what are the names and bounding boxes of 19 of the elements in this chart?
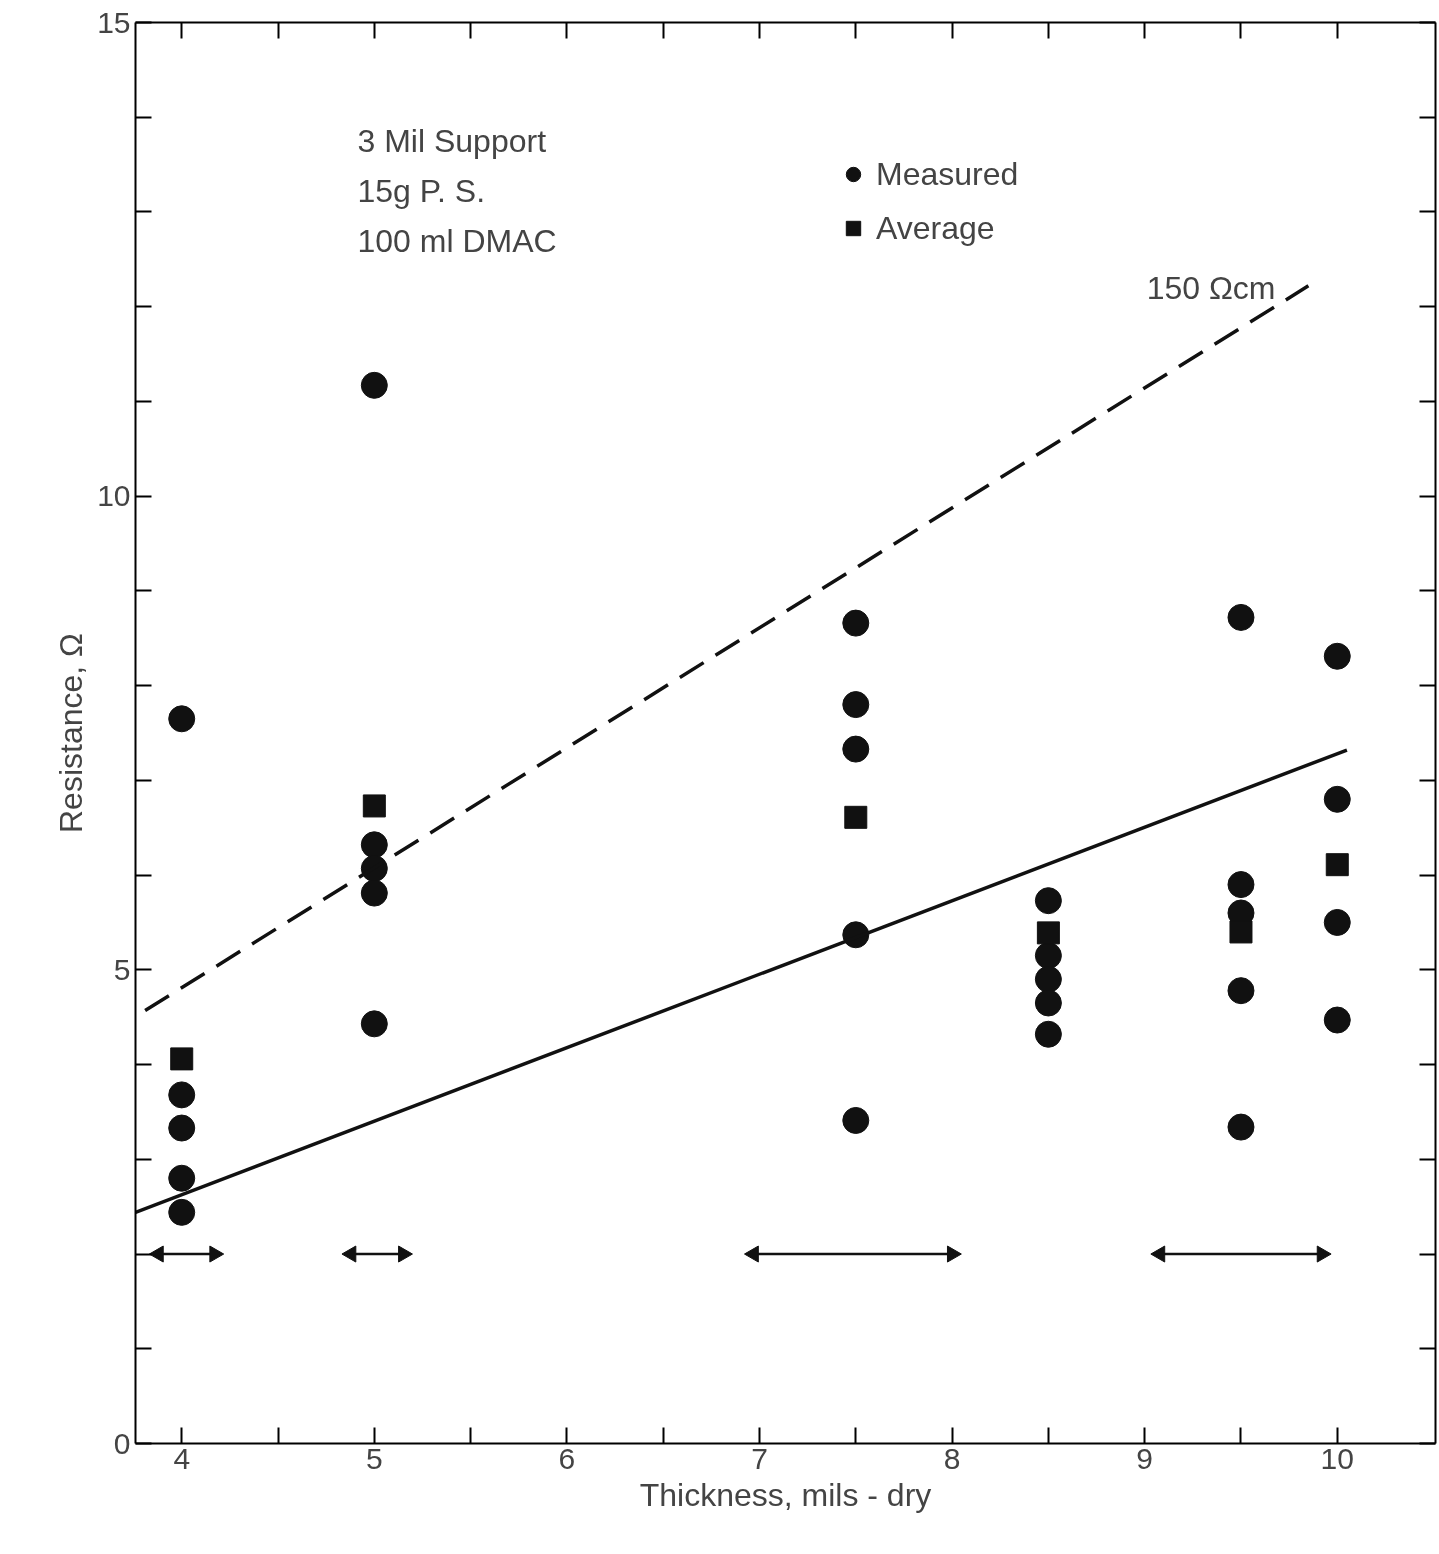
x-tick-label: 9 xyxy=(1136,1441,1154,1475)
x-tick-label: 5 xyxy=(365,1441,383,1475)
y-axis-title: Resistance, Ω xyxy=(53,633,90,833)
y-tick-label: 5 xyxy=(113,952,131,986)
x-axis-title: Thickness, mils - dry xyxy=(639,1476,932,1513)
legend-label: Average xyxy=(876,209,995,247)
annotation: 15g P. S. xyxy=(357,172,486,209)
x-tick-label: 6 xyxy=(558,1441,576,1475)
x-tick-label: 4 xyxy=(173,1441,191,1475)
x-tick-label: 8 xyxy=(943,1441,961,1475)
y-tick-label: 0 xyxy=(113,1426,131,1460)
y-tick-label: 15 xyxy=(97,5,131,39)
annotation: 150 Ωcm xyxy=(1146,269,1276,306)
legend-label: Measured xyxy=(876,155,1019,193)
annotation: 3 Mil Support xyxy=(357,122,547,159)
annotation: 100 ml DMAC xyxy=(357,222,557,259)
y-tick-label: 10 xyxy=(97,479,131,513)
x-tick-label: 10 xyxy=(1320,1441,1354,1475)
x-tick-label: 7 xyxy=(751,1441,768,1475)
